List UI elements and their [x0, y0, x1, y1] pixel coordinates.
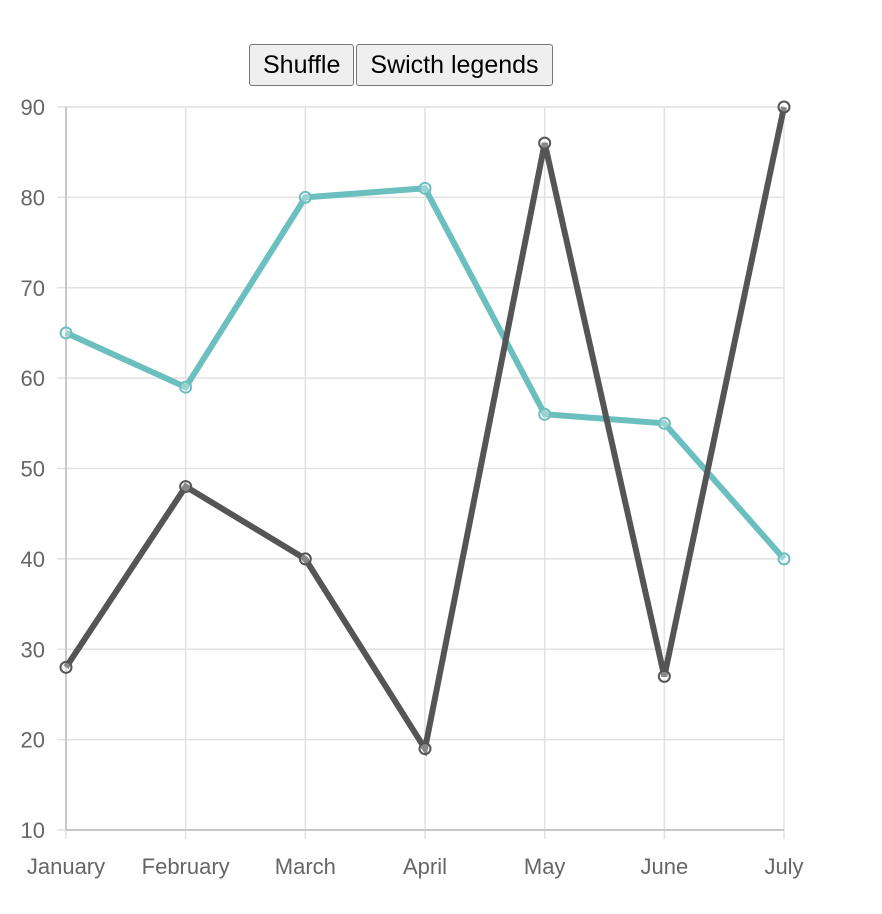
data-point-series-2[interactable] — [59, 660, 73, 674]
series-lines — [63, 106, 787, 757]
y-tick-label: 30 — [21, 637, 45, 662]
data-point-series-2[interactable] — [179, 480, 193, 494]
x-tick-label: January — [27, 854, 105, 879]
grid — [57, 106, 785, 839]
x-tick-label: March — [275, 854, 336, 879]
data-point-series-2[interactable] — [538, 136, 552, 150]
y-tick-label: 60 — [21, 366, 45, 391]
x-axis-tick-labels: January February March April May June July — [27, 854, 804, 879]
axes — [65, 107, 784, 831]
data-point-series-2[interactable] — [298, 552, 312, 566]
y-tick-label: 10 — [21, 818, 45, 843]
data-point-series-1[interactable] — [538, 407, 552, 421]
series-line-1 — [64, 185, 787, 561]
chart-toolbar: Shuffle Swicth legends — [249, 44, 553, 86]
x-tick-label: April — [403, 854, 447, 879]
y-axis-tick-labels: 10 20 30 40 50 60 70 80 90 — [21, 95, 45, 843]
series-line-2 — [63, 106, 787, 757]
y-tick-label: 90 — [21, 95, 45, 120]
data-point-series-1[interactable] — [657, 416, 671, 430]
data-point-series-1[interactable] — [418, 181, 432, 195]
switch-legends-button[interactable]: Swicth legends — [356, 44, 553, 86]
x-tick-label: May — [524, 854, 566, 879]
x-tick-label: June — [640, 854, 688, 879]
data-point-series-1[interactable] — [59, 326, 73, 340]
data-point-series-1[interactable] — [179, 380, 193, 394]
x-tick-label: February — [142, 854, 230, 879]
y-tick-label: 40 — [21, 547, 45, 572]
x-tick-label: July — [764, 854, 803, 879]
shuffle-button[interactable]: Shuffle — [249, 44, 355, 86]
data-points — [59, 100, 791, 756]
y-tick-label: 80 — [21, 185, 45, 210]
data-point-series-2[interactable] — [777, 100, 791, 114]
y-tick-label: 50 — [21, 457, 45, 482]
data-point-series-2[interactable] — [657, 669, 671, 683]
y-tick-label: 20 — [21, 728, 45, 753]
data-point-series-1[interactable] — [777, 552, 791, 566]
y-tick-label: 70 — [21, 276, 45, 301]
data-point-series-2[interactable] — [418, 742, 432, 756]
data-point-series-1[interactable] — [298, 190, 312, 204]
